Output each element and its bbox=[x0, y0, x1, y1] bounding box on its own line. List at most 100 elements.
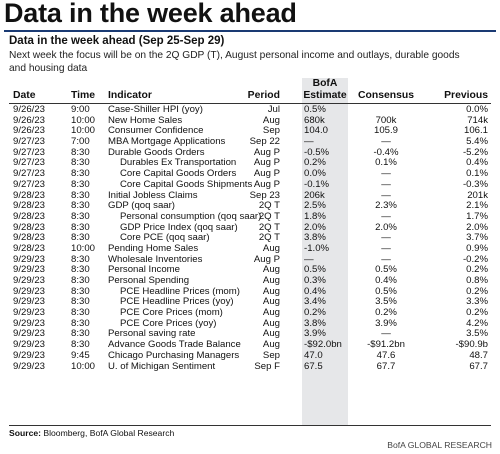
table-row: 9/29/23 10:00 U. of Michigan Sentiment Sep … bbox=[0, 360, 500, 373]
bofa-estimate-column-shade bbox=[302, 78, 348, 425]
cell-bofa-estimate: — bbox=[304, 136, 314, 148]
table-description: Next week the focus will be on the 2Q GD… bbox=[9, 50, 460, 74]
cell-consensus: — bbox=[381, 328, 391, 340]
cell-date: 9/28/23 bbox=[13, 200, 46, 212]
cell-date: 9/27/23 bbox=[13, 136, 46, 148]
cell-time: 9:00 bbox=[71, 104, 90, 115]
cell-period: Aug bbox=[262, 275, 280, 286]
cell-time: 8:30 bbox=[71, 264, 90, 276]
table-row: 9/28/23 8:30 GDP (qoq saar) 2Q T 2.5% 2.3% 2.1… bbox=[0, 200, 500, 212]
source-text: Bloomberg, BofA Global Research bbox=[41, 428, 175, 438]
cell-consensus: — bbox=[381, 242, 391, 254]
cell-bofa-estimate: 47.0 bbox=[304, 349, 323, 361]
table-row: 9/26/23 9:00 Case-Shiller HPI (yoy) Jul 0.5%… bbox=[0, 104, 500, 116]
cell-date: 9/27/23 bbox=[13, 168, 46, 180]
cell-time: 10:00 bbox=[71, 125, 96, 137]
cell-bofa-estimate: 0.2% bbox=[304, 157, 326, 169]
cell-date: 9/29/23 bbox=[13, 296, 46, 308]
cell-time: 8:30 bbox=[71, 221, 90, 233]
cell-consensus: — bbox=[381, 178, 391, 190]
cell-indicator: U. of Michigan Sentiment bbox=[108, 360, 216, 372]
cell-period: Aug bbox=[262, 307, 280, 319]
cell-period: Aug bbox=[262, 285, 280, 297]
cell-bofa-estimate: 3.8% bbox=[304, 232, 326, 244]
cell-consensus: 2.3% bbox=[375, 200, 397, 212]
cell-previous: 0.8% bbox=[466, 275, 488, 286]
cell-consensus: 3.9% bbox=[375, 317, 397, 329]
cell-bofa-estimate: -1.0% bbox=[304, 242, 330, 254]
table-row: 9/28/23 8:30 Core PCE (qoq saar) 2Q T 3.8% — 3… bbox=[0, 233, 500, 244]
cell-indicator: Initial Jobless Claims bbox=[108, 189, 198, 201]
cell-previous: 5.4% bbox=[466, 136, 488, 148]
cell-indicator: Advance Goods Trade Balance bbox=[108, 339, 241, 351]
cell-previous: 1.7% bbox=[466, 210, 488, 222]
cell-period: Aug bbox=[262, 242, 280, 254]
table-row: 9/27/23 8:30 Durables Ex Transportation Aug… bbox=[0, 158, 500, 169]
cell-bofa-estimate: 206k bbox=[304, 189, 325, 201]
cell-previous: 4.2% bbox=[466, 317, 488, 329]
table-row: 9/27/23 8:30 Durable Goods Orders Aug P -0.5… bbox=[0, 146, 500, 159]
cell-period: 2Q T bbox=[258, 221, 280, 233]
cell-date: 9/28/23 bbox=[13, 232, 46, 244]
cell-date: 9/29/23 bbox=[13, 264, 46, 276]
cell-bofa-estimate: 104.0 bbox=[304, 125, 329, 137]
cell-bofa-estimate: -0.5% bbox=[304, 146, 330, 158]
cell-period: 2Q T bbox=[258, 200, 280, 212]
cell-consensus: 47.6 bbox=[376, 349, 396, 361]
brand-footer: BofA GLOBAL RESEARCH bbox=[387, 440, 492, 450]
header-divider bbox=[9, 103, 491, 104]
cell-time: 8:30 bbox=[71, 328, 90, 340]
title-rule bbox=[4, 30, 496, 32]
cell-indicator: Case-Shiller HPI (yoy) bbox=[108, 104, 203, 115]
header-bofa-line2: Estimate bbox=[303, 90, 347, 101]
cell-previous: -0.2% bbox=[462, 253, 488, 265]
cell-date: 9/29/23 bbox=[13, 339, 46, 351]
cell-date: 9/29/23 bbox=[13, 360, 46, 372]
cell-time: 8:30 bbox=[71, 168, 90, 180]
source-label: Source: bbox=[9, 428, 41, 438]
cell-consensus: 2.0% bbox=[375, 221, 397, 233]
cell-time: 8:30 bbox=[71, 210, 90, 222]
cell-date: 9/27/23 bbox=[13, 157, 46, 169]
cell-consensus: — bbox=[381, 189, 391, 201]
cell-period: 2Q T bbox=[258, 232, 280, 244]
cell-date: 9/28/23 bbox=[13, 221, 46, 233]
table-row: 9/29/23 8:30 PCE Core Prices (mom) Aug 0.2% 0… bbox=[0, 307, 500, 319]
cell-period: Aug bbox=[262, 114, 280, 126]
cell-period: Aug P bbox=[253, 168, 280, 180]
cell-indicator: Chicago Purchasing Managers bbox=[108, 349, 240, 361]
cell-time: 8:30 bbox=[71, 339, 90, 351]
table-row: 9/27/23 8:30 Core Capital Goods Shipments A… bbox=[0, 178, 500, 191]
cell-previous: 2.1% bbox=[466, 200, 488, 212]
cell-indicator: PCE Headline Prices (yoy) bbox=[120, 296, 234, 308]
header-indicator: Indicator bbox=[108, 90, 152, 101]
cell-date: 9/29/23 bbox=[13, 349, 46, 361]
cell-date: 9/29/23 bbox=[13, 253, 46, 265]
cell-indicator: New Home Sales bbox=[108, 114, 183, 126]
cell-time: 8:30 bbox=[71, 189, 90, 201]
cell-period: Aug bbox=[262, 339, 280, 351]
cell-bofa-estimate: 0.4% bbox=[304, 285, 326, 297]
cell-consensus: — bbox=[381, 168, 391, 180]
cell-time: 8:30 bbox=[71, 275, 90, 286]
header-consensus: Consensus bbox=[358, 90, 415, 101]
cell-indicator: Pending Home Sales bbox=[108, 242, 199, 254]
cell-indicator: Consumer Confidence bbox=[108, 125, 204, 137]
cell-time: 8:30 bbox=[71, 232, 90, 244]
cell-indicator: Personal saving rate bbox=[108, 328, 196, 340]
cell-date: 9/26/23 bbox=[13, 104, 46, 115]
cell-time: 10:00 bbox=[71, 242, 96, 254]
cell-bofa-estimate: 0.2% bbox=[304, 307, 326, 319]
table-subtitle: Data in the week ahead (Sep 25-Sep 29) bbox=[9, 35, 225, 47]
cell-consensus: 67.7 bbox=[376, 360, 396, 372]
cell-indicator: Durables Ex Transportation bbox=[120, 157, 237, 169]
cell-consensus: 0.2% bbox=[375, 307, 397, 319]
cell-period: Aug P bbox=[253, 253, 280, 265]
header-previous: Previous bbox=[444, 90, 488, 101]
cell-period: Aug P bbox=[253, 146, 280, 158]
cell-date: 9/26/23 bbox=[13, 125, 46, 137]
cell-date: 9/29/23 bbox=[13, 285, 46, 297]
cell-consensus: — bbox=[381, 136, 391, 148]
cell-period: Jul bbox=[267, 104, 280, 115]
header-time: Time bbox=[71, 90, 96, 101]
